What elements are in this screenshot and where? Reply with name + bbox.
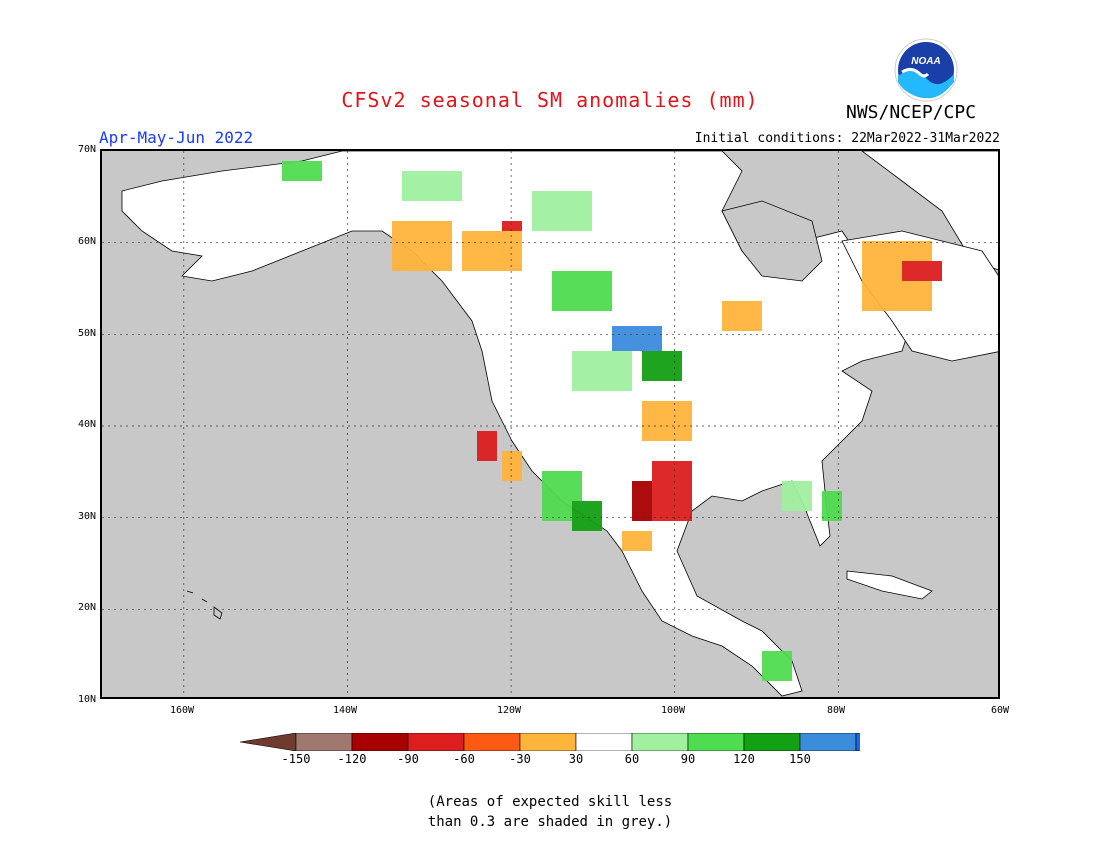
lon-label-140w: 140W: [332, 705, 358, 716]
skill-note-line1: (Areas of expected skill less: [427, 794, 673, 810]
lat-label-10n: 10N: [77, 694, 96, 705]
colorbar-tick-label: 150: [789, 752, 811, 766]
colorbar-cell: [463, 733, 521, 751]
lon-label-60w: 60W: [990, 705, 1010, 716]
lat-label-50n: 50N: [77, 328, 96, 339]
colorbar-cell: [575, 733, 633, 751]
colorbar-tick-label: -60: [453, 752, 475, 766]
noaa-logo: NOAA: [894, 38, 958, 102]
hawaii-islands: [186, 590, 223, 620]
period-label: Apr-May-Jun 2022: [99, 128, 254, 147]
colorbar-tick-label: -30: [509, 752, 531, 766]
colorbar-cell: [799, 733, 857, 751]
colorbar-cell: [743, 733, 801, 751]
colorbar-tick-label: 30: [568, 752, 584, 766]
colorbar-arrow-high: [855, 733, 860, 751]
skill-note: (Areas of expected skill less than 0.3 a…: [0, 792, 1100, 832]
lat-label-70n: 70N: [77, 144, 96, 155]
colorbar-cell: [687, 733, 745, 751]
chart-title: CFSv2 seasonal SM anomalies (mm): [341, 88, 759, 112]
logo-text: NOAA: [911, 56, 940, 67]
graticule: [102, 151, 998, 697]
lat-label-20n: 20N: [77, 602, 96, 613]
map-svg: [102, 151, 998, 697]
initial-conditions-label: Initial conditions: 22Mar2022-31Mar2022: [694, 131, 1000, 146]
lon-label-160w: 160W: [169, 705, 195, 716]
lat-label-60n: 60N: [77, 236, 96, 247]
skill-note-line2: than 0.3 are shaded in grey.): [427, 814, 673, 830]
anomaly-patches: [282, 161, 942, 681]
colorbar-tick-label: 120: [733, 752, 755, 766]
cuba-land: [846, 570, 933, 600]
lon-label-100w: 100W: [660, 705, 686, 716]
colorbar-tick-label: 90: [680, 752, 696, 766]
agency-label: NWS/NCEP/CPC: [846, 102, 977, 123]
colorbar-tick-label: 60: [624, 752, 640, 766]
colorbar-cell: [295, 733, 353, 751]
hudson-bay: [721, 200, 823, 282]
colorbar: [240, 733, 860, 751]
colorbar-cell: [631, 733, 689, 751]
colorbar-tick-label: -120: [337, 752, 367, 766]
colorbar-cell: [519, 733, 577, 751]
lon-label-80w: 80W: [826, 705, 846, 716]
lat-label-40n: 40N: [77, 419, 96, 430]
lat-label-30n: 30N: [77, 511, 96, 522]
colorbar-tick-label: -150: [281, 752, 311, 766]
colorbar-tick-label: -90: [397, 752, 419, 766]
map-panel: [100, 149, 1000, 699]
lon-label-120w: 120W: [496, 705, 522, 716]
colorbar-cell: [407, 733, 465, 751]
colorbar-arrow-low: [240, 733, 297, 751]
colorbar-cell: [351, 733, 409, 751]
